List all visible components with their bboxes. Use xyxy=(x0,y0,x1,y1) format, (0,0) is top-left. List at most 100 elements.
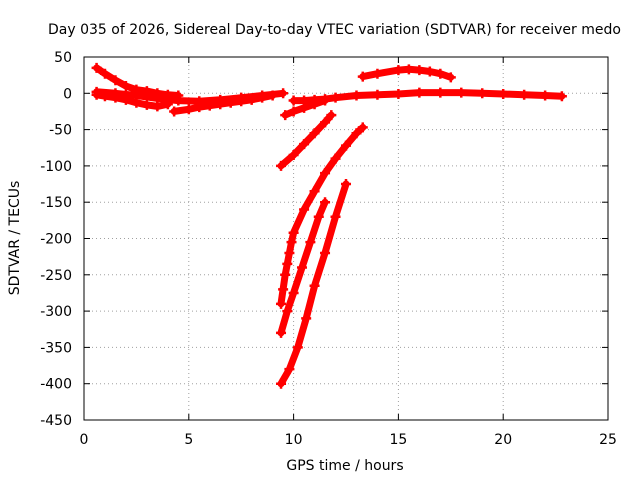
data-point-marker xyxy=(301,313,312,324)
data-point-marker xyxy=(296,262,307,273)
data-point-marker xyxy=(424,66,435,77)
data-point-marker xyxy=(341,140,351,151)
data-point-marker xyxy=(131,90,142,101)
y-tick-label: -450 xyxy=(40,413,72,429)
data-point-marker xyxy=(309,128,320,139)
data-point-marker xyxy=(326,110,337,121)
plot-frame xyxy=(83,56,609,421)
data-point-marker xyxy=(257,92,268,103)
data-point-marker xyxy=(556,91,567,102)
chart-title: Day 035 of 2026, Sidereal Day-to-day VTE… xyxy=(48,22,621,38)
data-point-marker xyxy=(435,87,446,98)
data-point-marker xyxy=(282,306,293,317)
series-track-4 xyxy=(169,90,278,117)
data-point-marker xyxy=(91,86,102,97)
data-point-marker xyxy=(292,342,303,353)
data-point-marker xyxy=(246,94,257,105)
data-point-marker xyxy=(330,153,341,164)
series-track-8 xyxy=(357,64,456,83)
data-point-marker xyxy=(299,139,310,150)
data-point-marker xyxy=(445,72,456,83)
x-axis-label: GPS time / hours xyxy=(286,458,403,474)
data-point-marker xyxy=(299,102,310,113)
data-point-marker xyxy=(183,104,194,115)
y-tick-label: -150 xyxy=(40,195,72,211)
data-point-marker xyxy=(280,110,291,121)
data-point-marker xyxy=(152,93,163,104)
data-point-marker xyxy=(225,97,236,108)
data-point-marker xyxy=(141,99,152,110)
data-point-marker xyxy=(194,102,205,113)
data-point-marker xyxy=(276,378,287,389)
data-point-marker xyxy=(320,197,331,208)
data-point-marker xyxy=(276,160,287,171)
data-point-marker xyxy=(305,237,316,248)
series-track-11 xyxy=(276,179,351,389)
y-tick-label: -250 xyxy=(40,268,72,284)
data-point-marker xyxy=(320,168,331,179)
y-axis-label: SDTVAR / TECUs xyxy=(7,181,23,296)
series-track-1 xyxy=(91,62,184,101)
series-track-9 xyxy=(276,122,368,309)
y-tick-label: -300 xyxy=(40,304,72,320)
data-point-marker xyxy=(299,204,310,215)
data-point-marker xyxy=(351,90,362,101)
data-series-group xyxy=(91,62,567,389)
data-point-marker xyxy=(393,89,404,100)
data-point-marker xyxy=(351,128,362,139)
data-point-marker xyxy=(204,100,215,111)
data-point-marker xyxy=(236,96,247,107)
data-point-marker xyxy=(110,88,121,99)
data-point-marker xyxy=(169,106,180,117)
data-point-marker xyxy=(320,248,331,259)
data-point-marker xyxy=(540,90,551,101)
data-point-marker xyxy=(286,237,297,248)
data-point-marker xyxy=(215,99,226,110)
series-track-5 xyxy=(288,87,567,106)
data-point-marker xyxy=(357,71,368,82)
data-point-marker xyxy=(288,106,299,117)
data-point-marker xyxy=(456,87,467,98)
data-point-marker xyxy=(313,211,324,222)
series-track-6 xyxy=(276,110,337,171)
data-point-marker xyxy=(435,68,446,79)
data-point-marker xyxy=(288,150,299,161)
data-point-marker xyxy=(393,65,404,76)
data-point-marker xyxy=(309,280,320,291)
tick-marks xyxy=(83,56,609,421)
data-point-marker xyxy=(267,90,278,101)
data-point-marker xyxy=(309,186,320,197)
data-point-marker xyxy=(288,287,299,298)
data-point-marker xyxy=(284,248,295,259)
x-tick-label: 20 xyxy=(494,432,512,448)
data-point-marker xyxy=(288,95,299,106)
data-point-marker xyxy=(309,99,320,110)
series-track-7 xyxy=(280,95,331,121)
y-tick-label: -400 xyxy=(40,377,72,393)
data-point-marker xyxy=(498,89,509,100)
data-point-marker xyxy=(330,211,341,222)
data-point-marker xyxy=(280,269,291,280)
data-point-marker xyxy=(110,75,121,86)
data-point-marker xyxy=(341,179,351,190)
data-point-marker xyxy=(120,81,131,92)
series-line xyxy=(277,180,350,388)
data-point-marker xyxy=(282,258,293,269)
data-point-marker xyxy=(276,298,287,309)
x-tick-label: 5 xyxy=(184,432,193,448)
series-line xyxy=(170,92,277,115)
data-point-marker xyxy=(372,68,383,79)
data-point-marker xyxy=(284,364,295,375)
y-tick-label: -100 xyxy=(40,159,72,175)
x-tick-label: 0 xyxy=(80,432,89,448)
y-tick-label: 0 xyxy=(63,86,72,102)
data-point-marker xyxy=(276,327,287,338)
data-point-marker xyxy=(414,87,425,98)
data-point-marker xyxy=(320,117,331,128)
data-point-marker xyxy=(330,92,341,103)
data-point-marker xyxy=(278,88,289,99)
data-point-marker xyxy=(372,89,383,100)
data-point-marker xyxy=(173,95,184,106)
y-tick-label: -350 xyxy=(40,340,72,356)
data-point-marker xyxy=(403,64,414,75)
